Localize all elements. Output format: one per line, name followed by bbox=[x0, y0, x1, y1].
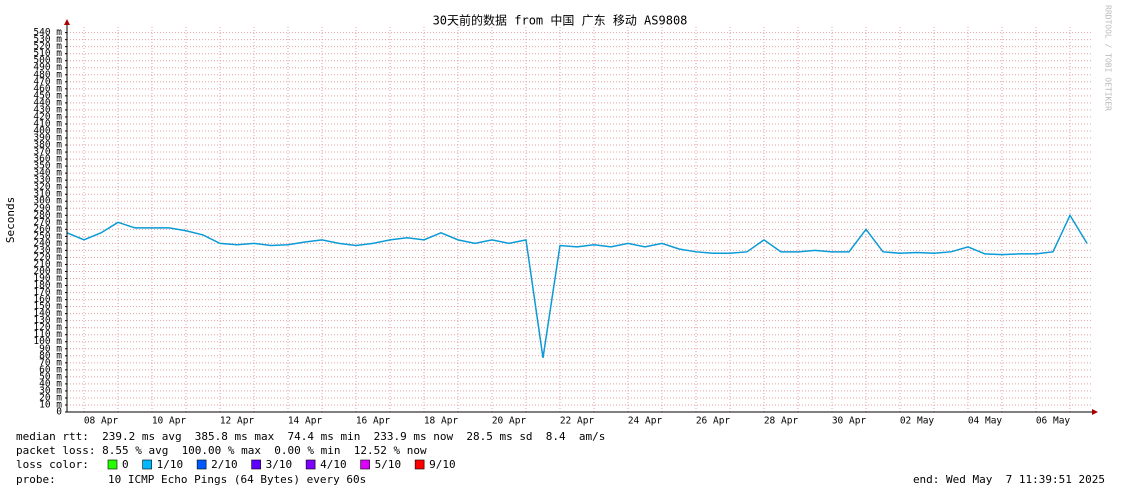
x-tick-label: 24 Apr bbox=[628, 416, 663, 427]
y-tick-label: 30 m bbox=[39, 385, 62, 396]
legend-label: 9/10 bbox=[429, 458, 456, 471]
y-tick-label: 340 m bbox=[33, 168, 62, 179]
x-tick-label: 20 Apr bbox=[492, 416, 527, 427]
legend-swatch bbox=[305, 459, 316, 470]
legend-label: 2/10 bbox=[211, 458, 238, 471]
y-tick-label: 10 m bbox=[39, 399, 62, 410]
y-tick-label: 500 m bbox=[33, 55, 62, 66]
x-tick-label: 10 Apr bbox=[152, 416, 187, 427]
y-tick-label: 310 m bbox=[33, 189, 62, 200]
legend-label: 1/10 bbox=[157, 458, 184, 471]
legend-label: 3/10 bbox=[266, 458, 293, 471]
y-tick-label: 50 m bbox=[39, 371, 62, 382]
y-tick-label: 450 m bbox=[33, 90, 62, 101]
y-tick-label: 200 m bbox=[33, 266, 62, 277]
y-tick-label: 90 m bbox=[39, 343, 62, 354]
y-tick-label: 230 m bbox=[33, 245, 62, 256]
y-tick-label: 330 m bbox=[33, 175, 62, 186]
y-tick-label: 300 m bbox=[33, 196, 62, 207]
legend-swatch bbox=[251, 459, 261, 470]
y-tick-label: 520 m bbox=[33, 41, 62, 52]
x-tick-label: 06 May bbox=[1036, 416, 1071, 427]
y-tick-label: 0 bbox=[56, 407, 62, 418]
x-tick-label: 08 Apr bbox=[84, 416, 119, 427]
legend-label: 0 bbox=[122, 458, 129, 471]
legend-label: 4/10 bbox=[320, 458, 347, 471]
y-tick-label: 150 m bbox=[33, 301, 62, 312]
x-tick-label: 26 Apr bbox=[696, 416, 731, 427]
y-tick-label: 370 m bbox=[33, 147, 62, 158]
y-tick-label: 190 m bbox=[33, 273, 62, 284]
y-tick-label: 80 m bbox=[39, 350, 62, 361]
x-tick-label: 04 May bbox=[968, 416, 1003, 427]
y-tick-label: 540 m bbox=[33, 27, 62, 38]
y-tick-label: 460 m bbox=[33, 83, 62, 94]
y-tick-label: 360 m bbox=[33, 154, 62, 165]
y-tick-label: 510 m bbox=[33, 48, 62, 59]
x-tick-label: 18 Apr bbox=[424, 416, 459, 427]
legend-label: 5/10 bbox=[375, 458, 402, 471]
y-tick-label: 390 m bbox=[33, 133, 62, 144]
y-tick-label: 160 m bbox=[33, 294, 62, 305]
y-tick-label: 470 m bbox=[33, 76, 62, 87]
y-tick-label: 130 m bbox=[33, 315, 62, 326]
rtt-line bbox=[66, 213, 1088, 359]
y-tick-label: 110 m bbox=[33, 329, 62, 340]
x-tick-label: 28 Apr bbox=[764, 416, 799, 427]
y-tick-label: 270 m bbox=[33, 217, 62, 228]
y-tick-label: 70 m bbox=[39, 357, 62, 368]
x-tick-label: 14 Apr bbox=[288, 416, 323, 427]
y-tick-label: 250 m bbox=[33, 231, 62, 242]
y-tick-label: 60 m bbox=[39, 364, 62, 375]
y-tick-label: 530 m bbox=[33, 34, 62, 45]
y-tick-label: 440 m bbox=[33, 97, 62, 108]
y-tick-label: 490 m bbox=[33, 62, 62, 73]
y-tick-label: 480 m bbox=[33, 69, 62, 80]
y-tick-label: 410 m bbox=[33, 118, 62, 129]
x-axis-arrow bbox=[1092, 409, 1098, 415]
y-tick-label: 120 m bbox=[33, 322, 62, 333]
legend-swatch bbox=[360, 459, 370, 470]
probe-label: probe: bbox=[16, 473, 56, 486]
plot-area bbox=[66, 27, 1092, 413]
x-tick-label: 16 Apr bbox=[356, 416, 391, 427]
chart-title: 30天前的数据 from 中国 广东 移动 AS9808 bbox=[433, 13, 688, 28]
legend-swatch bbox=[196, 459, 207, 470]
probe-info: 10 ICMP Echo Pings (64 Bytes) every 60s bbox=[108, 473, 366, 486]
y-tick-label: 180 m bbox=[33, 280, 62, 291]
legend-swatch bbox=[414, 459, 425, 470]
y-tick-label: 220 m bbox=[33, 252, 62, 263]
watermark: RRDTOOL / TOBI OETIKER bbox=[1104, 5, 1113, 111]
rtt-stats: median rtt: 239.2 ms avg 385.8 ms max 74… bbox=[16, 430, 605, 443]
y-tick-label: 350 m bbox=[33, 161, 62, 172]
y-tick-label: 400 m bbox=[33, 125, 62, 136]
y-tick-label: 260 m bbox=[33, 224, 62, 235]
y-tick-label: 170 m bbox=[33, 287, 62, 298]
y-tick-label: 240 m bbox=[33, 238, 62, 249]
x-tick-label: 12 Apr bbox=[220, 416, 255, 427]
y-axis-label: Seconds bbox=[4, 197, 17, 243]
y-tick-label: 430 m bbox=[33, 104, 62, 115]
legend-swatch bbox=[142, 459, 152, 470]
y-tick-label: 380 m bbox=[33, 140, 62, 151]
loss-color-label: loss color: bbox=[16, 458, 89, 471]
y-tick-label: 280 m bbox=[33, 210, 62, 221]
end-time: end: Wed May 7 11:39:51 2025 bbox=[913, 473, 1105, 486]
y-tick-label: 210 m bbox=[33, 259, 62, 270]
y-tick-label: 100 m bbox=[33, 336, 62, 347]
y-tick-label: 20 m bbox=[39, 392, 62, 403]
x-tick-label: 02 May bbox=[900, 416, 935, 427]
legend-swatch bbox=[107, 459, 118, 470]
y-tick-label: 40 m bbox=[39, 378, 62, 389]
x-tick-label: 22 Apr bbox=[560, 416, 595, 427]
loss-stats: packet loss: 8.55 % avg 100.00 % max 0.0… bbox=[16, 444, 427, 457]
y-tick-label: 290 m bbox=[33, 203, 62, 214]
y-tick-label: 140 m bbox=[33, 308, 62, 319]
x-tick-label: 30 Apr bbox=[832, 416, 867, 427]
y-tick-label: 320 m bbox=[33, 182, 62, 193]
legend: 0 1/10 2/10 3/10 4/10 5/10 9/10 bbox=[107, 458, 456, 471]
y-tick-label: 420 m bbox=[33, 111, 62, 122]
y-axis-arrow bbox=[64, 19, 70, 25]
